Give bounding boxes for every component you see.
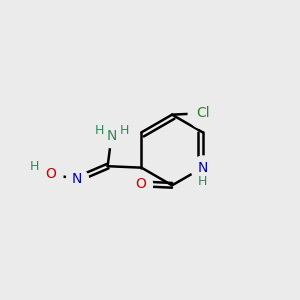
Text: O: O <box>45 167 56 181</box>
Text: Cl: Cl <box>196 106 210 120</box>
Text: H: H <box>120 124 129 137</box>
Text: H: H <box>198 175 207 188</box>
Text: H: H <box>30 160 40 173</box>
Text: N: N <box>107 129 117 143</box>
Text: N: N <box>197 161 208 175</box>
Text: O: O <box>136 177 147 191</box>
Text: H: H <box>95 124 104 137</box>
Text: N: N <box>71 172 82 186</box>
